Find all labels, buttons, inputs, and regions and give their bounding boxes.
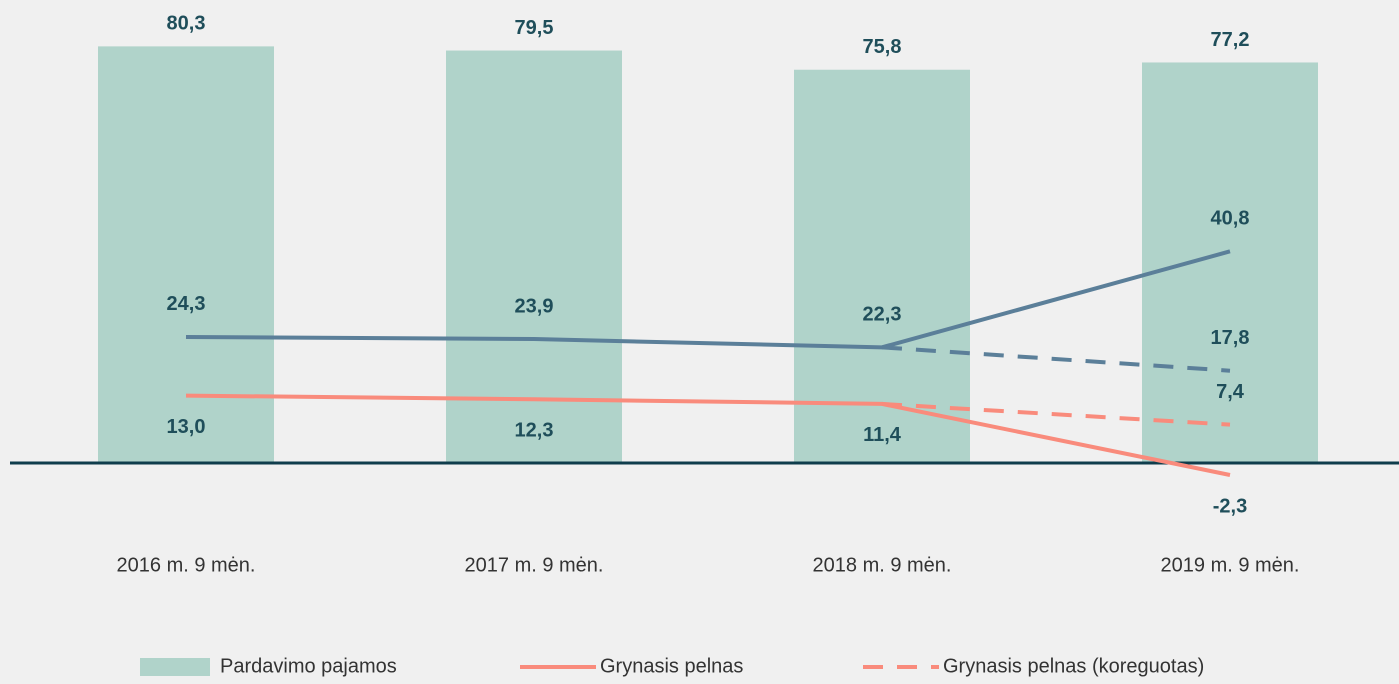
- legend-label: Grynasis pelnas (koreguotas): [943, 655, 1204, 677]
- value-label: -2,3: [1213, 495, 1247, 517]
- value-label: 80,3: [167, 13, 206, 35]
- x-tick-label: 2016 m. 9 mėn.: [117, 554, 256, 576]
- value-label: 40,8: [1211, 208, 1250, 230]
- value-label: 17,8: [1211, 327, 1250, 349]
- bar: [1142, 62, 1318, 464]
- bar: [446, 50, 622, 464]
- value-label: 12,3: [515, 420, 554, 442]
- value-label: 79,5: [515, 17, 554, 39]
- x-tick-label: 2017 m. 9 mėn.: [465, 554, 604, 576]
- value-label: 75,8: [863, 36, 902, 58]
- x-tick-label: 2018 m. 9 mėn.: [813, 554, 952, 576]
- line: [881, 401, 1231, 427]
- bar: [98, 46, 274, 464]
- value-label: 7,4: [1216, 381, 1245, 403]
- x-tick-label: 2019 m. 9 mėn.: [1161, 554, 1300, 576]
- value-label: 13,0: [167, 416, 206, 438]
- value-label: 77,2: [1211, 29, 1250, 51]
- value-label: 23,9: [515, 295, 554, 317]
- legend-swatch: [140, 658, 210, 676]
- line: [881, 345, 1231, 373]
- value-label: 22,3: [863, 304, 902, 326]
- value-label: 24,3: [167, 293, 206, 315]
- legend-label: Pardavimo pajamos: [220, 655, 397, 677]
- bar: [794, 69, 970, 464]
- value-label: 11,4: [863, 424, 902, 446]
- legend-label: Grynasis pelnas: [600, 655, 743, 677]
- line: [185, 393, 1231, 477]
- line: [185, 249, 1231, 350]
